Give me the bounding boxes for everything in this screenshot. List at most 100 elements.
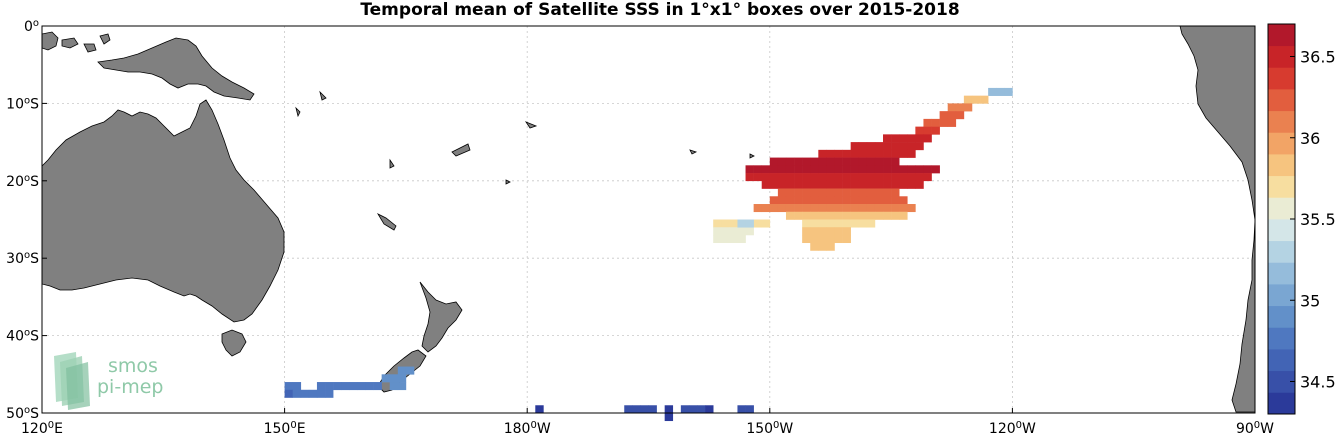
sss-box — [850, 204, 860, 213]
sss-box — [688, 405, 698, 414]
sss-box — [915, 142, 924, 151]
sss-box — [899, 211, 908, 220]
sss-box — [648, 405, 657, 414]
sss-box — [810, 196, 819, 205]
sss-box — [818, 242, 827, 251]
sss-box — [915, 165, 924, 174]
sss-box — [850, 211, 860, 220]
sss-box — [834, 219, 843, 228]
colorbar-segment — [1268, 154, 1295, 177]
sss-box — [842, 165, 851, 174]
sss-box — [899, 196, 908, 205]
sss-box — [866, 211, 876, 220]
sss-box — [777, 180, 787, 189]
sss-box — [785, 204, 795, 213]
sss-box — [785, 165, 795, 174]
sss-box — [899, 180, 908, 189]
sss-box — [826, 165, 835, 174]
latitude-axis: 0o 10oS 20oS 30oS 40oS 50oS — [6, 18, 47, 422]
sss-box — [818, 180, 827, 189]
sss-box — [745, 227, 754, 236]
sss-box — [907, 134, 916, 143]
sss-box — [761, 165, 771, 174]
sss-box — [923, 134, 932, 143]
sss-box — [753, 204, 763, 213]
colorbar-segment — [1268, 305, 1295, 328]
sss-box — [680, 405, 690, 414]
sss-box — [858, 142, 868, 151]
y-tick-label: 20oS — [6, 173, 39, 190]
sss-box — [769, 204, 779, 213]
sss-box — [850, 165, 860, 174]
sss-box — [915, 126, 924, 135]
new-zealand-north-island — [419, 281, 463, 353]
sss-box — [971, 95, 981, 104]
y-tick-label: 10oS — [6, 95, 39, 112]
sss-box — [640, 405, 649, 414]
sss-box — [858, 204, 868, 213]
sss-box — [729, 219, 738, 228]
sss-box — [899, 204, 908, 213]
new-caledonia-island — [376, 213, 397, 231]
sss-box — [810, 211, 819, 220]
sss-box — [818, 219, 827, 228]
sss-box — [980, 95, 989, 104]
sss-box — [866, 173, 876, 182]
sss-box — [721, 227, 730, 236]
sss-box — [785, 196, 795, 205]
sss-box — [907, 149, 916, 158]
colorbar-segment — [1268, 110, 1295, 133]
sss-box — [834, 165, 843, 174]
sss-box — [866, 157, 876, 166]
sss-box — [737, 219, 746, 228]
sss-box — [826, 211, 835, 220]
sss-box — [907, 165, 916, 174]
sss-box — [842, 173, 851, 182]
x-tick-label: 1500W — [746, 420, 793, 437]
sss-box — [721, 234, 730, 244]
sss-box — [899, 149, 908, 158]
sss-box — [866, 165, 876, 174]
sss-box — [883, 149, 892, 158]
sss-box — [891, 149, 900, 158]
sss-box — [802, 180, 811, 189]
sss-box — [834, 196, 843, 205]
sss-box — [761, 204, 771, 213]
sss-box — [284, 382, 293, 391]
sss-box — [866, 149, 876, 158]
sss-box — [810, 242, 819, 251]
sss-box — [810, 234, 819, 244]
sss-box — [842, 211, 851, 220]
sss-box — [632, 405, 641, 414]
sss-box — [753, 173, 763, 182]
sss-box — [947, 111, 957, 120]
sss-box — [891, 196, 900, 205]
sss-box — [794, 173, 803, 182]
sss-box — [834, 180, 843, 189]
colorbar-segment — [1268, 45, 1295, 68]
sss-box — [874, 142, 884, 151]
sss-box — [389, 382, 399, 391]
sss-box — [794, 188, 803, 197]
sss-box — [397, 382, 407, 391]
x-tick-label: 1500E — [264, 420, 306, 437]
sss-box — [834, 188, 843, 197]
sss-box — [777, 196, 787, 205]
sss-box — [769, 173, 779, 182]
sss-box — [333, 382, 342, 391]
sss-box — [826, 242, 835, 251]
sss-box — [883, 173, 892, 182]
sss-box — [818, 211, 827, 220]
sss-box — [850, 188, 860, 197]
sss-box — [874, 165, 884, 174]
sss-box — [963, 95, 973, 104]
colorbar-tick-label: 34.5 — [1300, 373, 1336, 392]
sss-box — [785, 157, 795, 166]
colorbar-segment — [1268, 24, 1295, 47]
x-tick-label: 1800W — [504, 420, 551, 437]
sss-box — [810, 173, 819, 182]
australia-landmass — [41, 99, 285, 323]
sss-box — [826, 204, 835, 213]
sss-box — [769, 196, 779, 205]
